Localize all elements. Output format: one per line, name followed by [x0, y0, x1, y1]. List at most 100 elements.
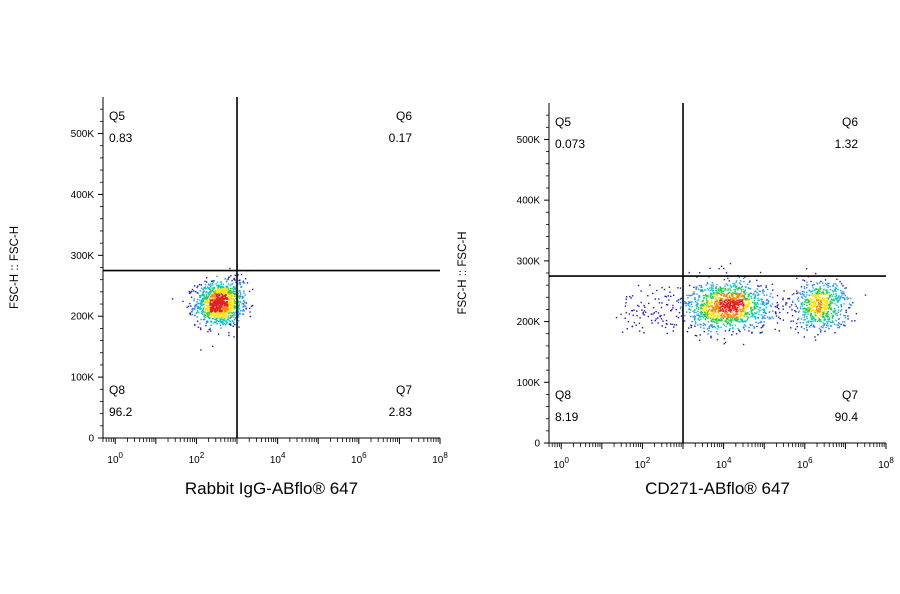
- event-dot: [731, 301, 733, 303]
- event-dot: [690, 324, 692, 326]
- event-dot: [759, 271, 762, 274]
- event-dot: [231, 287, 233, 290]
- event-dot: [692, 293, 695, 295]
- event-dot: [208, 310, 210, 313]
- event-dot: [248, 290, 251, 293]
- event-dot: [645, 311, 647, 313]
- event-dot: [721, 313, 723, 315]
- event-dot: [772, 296, 774, 299]
- event-dot: [710, 304, 712, 306]
- event-dot: [731, 318, 733, 320]
- event-dot: [647, 295, 649, 297]
- event-dot: [742, 326, 745, 328]
- event-dot: [217, 302, 220, 304]
- event-dot: [822, 303, 824, 305]
- event-dot: [835, 287, 837, 289]
- event-dot: [798, 310, 801, 312]
- event-dot: [794, 309, 796, 312]
- event-dot: [741, 302, 744, 305]
- event-dot: [826, 320, 828, 323]
- event-dot: [814, 304, 816, 307]
- event-dot: [727, 289, 729, 292]
- event-dot: [723, 287, 725, 289]
- event-dot: [753, 308, 755, 310]
- event-dot: [210, 314, 212, 316]
- event-dot: [231, 291, 233, 293]
- event-dot: [216, 293, 219, 295]
- event-dot: [804, 313, 806, 315]
- event-dot: [223, 297, 226, 300]
- event-dot: [216, 303, 218, 305]
- event-dot: [717, 313, 719, 315]
- event-dot: [840, 309, 843, 311]
- event-dot: [210, 291, 212, 293]
- event-dot: [707, 316, 709, 318]
- event-dot: [738, 321, 741, 323]
- event-dot: [831, 299, 833, 301]
- event-dot: [225, 307, 227, 309]
- event-dot: [707, 313, 709, 315]
- event-dot: [230, 275, 232, 277]
- event-dot: [744, 305, 746, 308]
- event-dot: [684, 303, 686, 305]
- event-dot: [742, 288, 744, 291]
- event-dot: [737, 306, 739, 309]
- event-dot: [234, 295, 236, 298]
- event-dot: [199, 307, 201, 309]
- event-dot: [712, 290, 714, 292]
- event-dot: [224, 303, 226, 305]
- event-dot: [757, 294, 759, 296]
- event-dot: [761, 301, 763, 303]
- event-dot: [808, 311, 810, 313]
- event-dot: [227, 309, 229, 311]
- event-dot: [701, 308, 704, 310]
- event-dot: [628, 313, 631, 315]
- event-dot: [707, 321, 710, 323]
- event-dot: [233, 277, 235, 280]
- event-dot: [736, 300, 739, 302]
- event-dot: [231, 320, 234, 322]
- event-dot: [823, 324, 825, 326]
- event-dot: [209, 303, 212, 305]
- event-dot: [219, 309, 222, 312]
- event-dot: [754, 318, 757, 320]
- event-dot: [218, 300, 220, 302]
- event-dot: [233, 336, 235, 338]
- event-dot: [215, 292, 217, 294]
- event-dot: [637, 284, 640, 287]
- event-dot: [751, 312, 753, 315]
- event-dot: [815, 300, 818, 302]
- event-dot: [819, 287, 821, 290]
- event-dot: [720, 293, 722, 295]
- event-dot: [832, 314, 834, 316]
- event-dot: [735, 305, 737, 308]
- event-dot: [757, 303, 759, 305]
- event-dot: [202, 291, 204, 294]
- event-dot: [223, 313, 225, 315]
- event-dot: [220, 312, 222, 314]
- event-dot: [718, 292, 720, 294]
- event-dot: [218, 284, 220, 286]
- event-dot: [707, 289, 710, 291]
- event-dot: [796, 292, 798, 295]
- event-dot: [717, 318, 719, 320]
- event-dot: [727, 288, 729, 290]
- event-dot: [757, 299, 759, 302]
- event-dot: [696, 276, 698, 278]
- event-dot: [844, 325, 846, 327]
- event-dot: [243, 310, 245, 312]
- event-dot: [699, 334, 701, 336]
- event-dot: [695, 288, 697, 291]
- event-dot: [823, 299, 825, 301]
- event-dot: [822, 313, 824, 316]
- event-dot: [807, 299, 809, 301]
- event-dot: [215, 314, 217, 317]
- event-dot: [189, 312, 191, 315]
- event-dot: [808, 310, 811, 312]
- event-dot: [188, 290, 190, 293]
- event-dot: [716, 338, 719, 341]
- event-dot: [194, 304, 197, 306]
- event-dot: [732, 316, 734, 318]
- event-dot: [241, 310, 244, 312]
- y-tick-label: 100K: [517, 378, 541, 389]
